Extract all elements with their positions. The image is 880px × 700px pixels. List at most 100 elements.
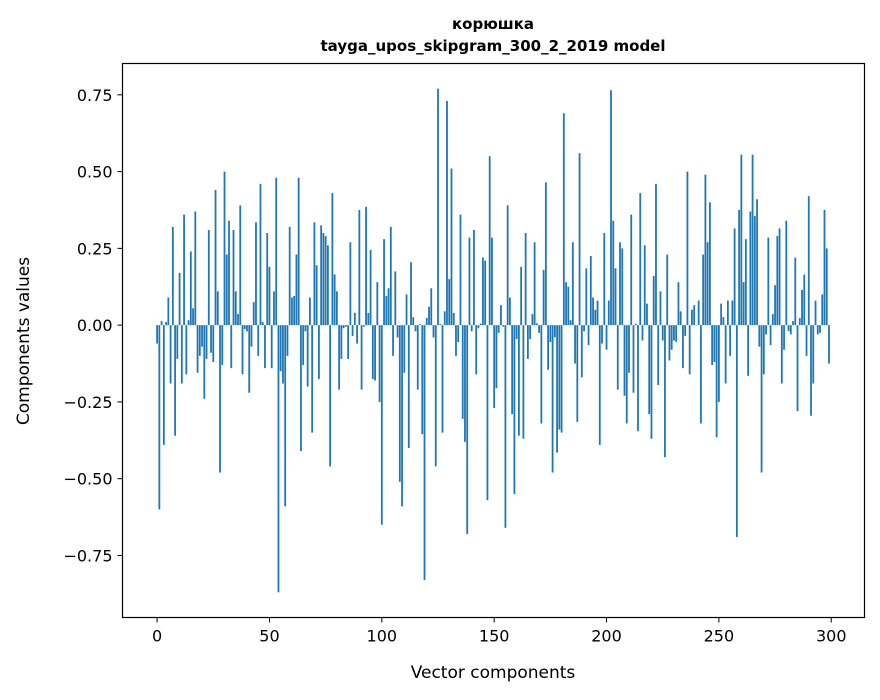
- bar-component-160: [516, 325, 518, 339]
- bar-component-0: [156, 325, 158, 343]
- bar-component-199: [603, 233, 605, 325]
- bar-component-232: [678, 282, 680, 325]
- bar-component-146: [484, 261, 486, 325]
- bar-component-192: [588, 325, 590, 345]
- bar-component-9: [176, 325, 178, 359]
- bar-component-79: [334, 274, 336, 325]
- bar-component-154: [502, 325, 504, 327]
- bar-component-221: [653, 276, 655, 325]
- bar-component-193: [590, 256, 592, 325]
- bar-component-296: [821, 294, 823, 325]
- bar-component-85: [347, 325, 349, 359]
- bar-component-131: [451, 169, 453, 326]
- bar-component-31: [226, 255, 228, 326]
- bar-component-81: [338, 325, 340, 389]
- bar-component-207: [621, 248, 623, 325]
- bar-component-52: [273, 291, 275, 325]
- y-tick-label: −0.50: [63, 470, 112, 489]
- bar-component-66: [305, 325, 307, 331]
- y-tick-label: 0.00: [77, 316, 113, 335]
- bar-component-189: [581, 325, 583, 377]
- bar-component-149: [491, 238, 493, 326]
- bar-component-21: [203, 325, 205, 399]
- bar-component-139: [469, 238, 471, 326]
- bar-component-69: [311, 325, 313, 432]
- x-tick-label: 100: [367, 627, 398, 646]
- bar-component-214: [637, 325, 639, 431]
- bar-component-283: [792, 321, 794, 325]
- bar-component-110: [403, 325, 405, 373]
- bar-component-198: [601, 325, 603, 343]
- bar-component-220: [651, 325, 653, 439]
- bar-component-172: [543, 270, 545, 325]
- bar-component-277: [779, 228, 781, 325]
- bar-component-99: [379, 325, 381, 402]
- bar-component-120: [426, 318, 428, 325]
- x-tick-label: 200: [591, 627, 622, 646]
- bar-component-143: [478, 325, 480, 328]
- bar-component-156: [507, 205, 509, 325]
- bar-component-257: [734, 228, 736, 325]
- bar-component-203: [612, 221, 614, 325]
- bar-component-11: [181, 325, 183, 383]
- y-axis-label: Components values: [14, 257, 34, 425]
- y-axis-ticks: −0.75−0.50−0.250.000.250.500.75: [63, 86, 122, 566]
- bar-component-58: [287, 325, 289, 356]
- bar-component-117: [419, 324, 421, 325]
- bar-component-196: [597, 301, 599, 326]
- bar-component-182: [565, 282, 567, 325]
- bar-component-265: [752, 155, 754, 325]
- bar-component-202: [610, 90, 612, 325]
- bar-component-100: [381, 325, 383, 525]
- bar-component-174: [547, 325, 549, 370]
- bar-component-260: [740, 155, 742, 325]
- bar-component-216: [642, 325, 644, 340]
- bar-component-124: [435, 325, 437, 466]
- bar-component-158: [511, 325, 513, 414]
- bar-component-32: [228, 221, 230, 325]
- bar-component-98: [376, 282, 378, 325]
- bar-component-297: [824, 210, 826, 325]
- bar-component-234: [682, 325, 684, 368]
- bar-component-169: [536, 323, 538, 325]
- bar-component-26: [215, 190, 217, 325]
- bar-component-222: [655, 184, 657, 325]
- bar-component-62: [296, 255, 298, 326]
- bar-component-213: [635, 324, 637, 326]
- bar-component-27: [217, 291, 219, 325]
- bar-component-180: [561, 325, 563, 432]
- bar-component-284: [794, 258, 796, 326]
- bar-component-208: [624, 325, 626, 396]
- bar-component-161: [518, 325, 520, 436]
- bar-component-56: [282, 325, 284, 383]
- bar-component-93: [365, 207, 367, 325]
- bar-component-227: [666, 255, 668, 326]
- bar-component-142: [475, 325, 477, 374]
- bar-component-267: [756, 199, 758, 325]
- bar-component-22: [206, 325, 208, 359]
- bar-component-114: [412, 317, 414, 325]
- chart-title: корюшка: [452, 15, 534, 33]
- bar-component-278: [781, 325, 783, 383]
- bar-component-126: [439, 324, 441, 325]
- bar-component-12: [183, 215, 185, 326]
- bar-component-113: [410, 262, 412, 325]
- bar-component-210: [628, 325, 630, 373]
- bar-component-294: [817, 325, 819, 334]
- bar-component-105: [392, 325, 394, 356]
- bar-component-238: [691, 310, 693, 325]
- bar-component-13: [185, 325, 187, 374]
- bar-component-106: [394, 271, 396, 325]
- y-tick-label: −0.25: [63, 393, 112, 412]
- bar-component-72: [318, 325, 320, 379]
- chart-subtitle: tayga_upos_skipgram_300_2_2019 model: [321, 37, 666, 55]
- bar-component-219: [648, 325, 650, 414]
- bar-component-250: [718, 325, 720, 402]
- bar-component-141: [473, 230, 475, 325]
- bar-component-288: [803, 274, 805, 325]
- bar-component-293: [815, 301, 817, 326]
- bar-component-44: [255, 222, 257, 325]
- bar-component-162: [520, 267, 522, 325]
- bar-component-272: [767, 238, 769, 326]
- bar-component-65: [302, 325, 304, 365]
